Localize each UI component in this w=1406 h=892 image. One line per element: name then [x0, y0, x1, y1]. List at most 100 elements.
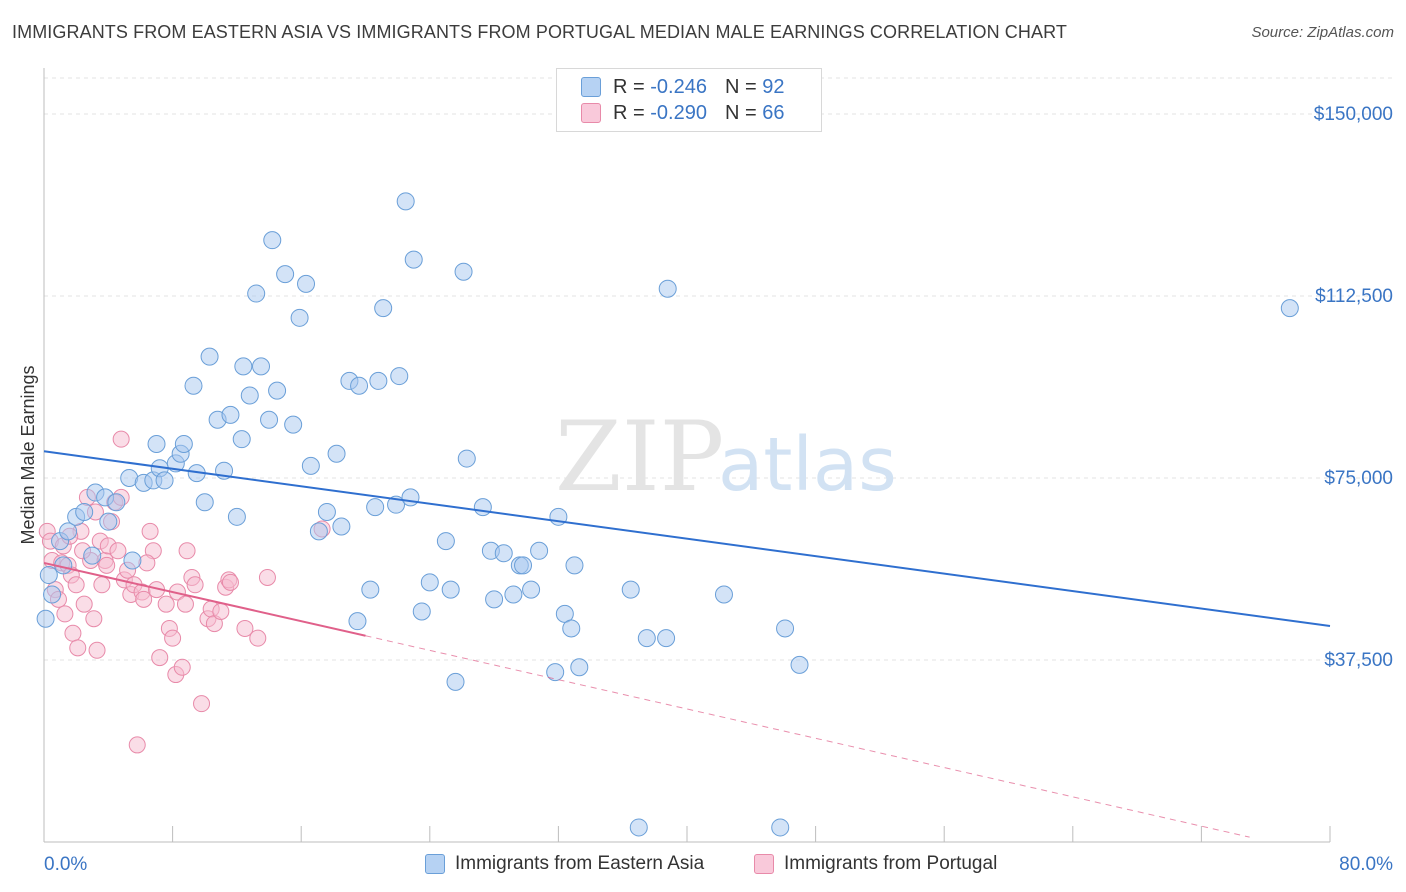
data-point-portugal: [186, 576, 204, 594]
legend-swatch-blue: [581, 77, 601, 97]
data-point-eastern-asia: [221, 405, 240, 424]
data-point-eastern-asia: [107, 493, 126, 512]
legend-row-eastern-asia: R = -0.246 N = 92: [581, 75, 784, 99]
data-point-eastern-asia: [155, 471, 174, 490]
bottom-legend-portugal: Immigrants from Portugal: [754, 852, 997, 876]
data-point-eastern-asia: [260, 410, 279, 429]
legend-r-value: -0.246: [650, 75, 707, 98]
data-point-eastern-asia: [629, 818, 648, 837]
data-point-eastern-asia: [374, 299, 393, 318]
data-point-eastern-asia: [457, 449, 476, 468]
data-point-eastern-asia: [714, 585, 733, 604]
data-point-portugal: [112, 430, 130, 448]
axis-labels: $37,500 $75,000 $112,500 $150,000 0.0% 80.0% M…: [18, 104, 1393, 875]
data-point-portugal: [173, 658, 191, 676]
data-point-eastern-asia: [247, 284, 266, 303]
data-point-eastern-asia: [404, 250, 423, 269]
data-point-portugal: [212, 602, 230, 620]
legend-n-value: 66: [762, 101, 785, 124]
data-point-eastern-asia: [412, 602, 431, 621]
data-point-eastern-asia: [446, 672, 465, 691]
data-point-eastern-asia: [227, 507, 246, 526]
data-point-portugal: [128, 736, 146, 754]
x-tick-label-min: 0.0%: [44, 854, 87, 875]
y-tick-label: $75,000: [1324, 468, 1393, 489]
legend-n-label: N =: [724, 75, 757, 98]
y-tick-label: $150,000: [1314, 104, 1393, 125]
trend-line-eastern-asia: [43, 450, 1331, 628]
bottom-legend-label: Immigrants from Eastern Asia: [455, 853, 705, 874]
chart-source: Source: ZipAtlas.com: [1251, 24, 1394, 41]
data-point-eastern-asia: [441, 580, 460, 599]
data-point-portugal: [141, 522, 159, 540]
y-tick-label: $112,500: [1315, 286, 1393, 307]
data-point-eastern-asia: [473, 498, 492, 517]
data-point-eastern-asia: [396, 192, 415, 211]
data-point-eastern-asia: [309, 522, 328, 541]
watermark-zip: ZIP: [555, 401, 724, 513]
data-point-portugal: [56, 605, 74, 623]
legend-n-value: 92: [762, 75, 785, 98]
data-point-portugal: [138, 554, 156, 572]
data-point-eastern-asia: [771, 818, 790, 837]
data-point-eastern-asia: [184, 376, 203, 395]
data-point-eastern-asia: [147, 435, 166, 454]
chart-title: IMMIGRANTS FROM EASTERN ASIA VS IMMIGRAN…: [12, 22, 1067, 42]
data-point-eastern-asia: [776, 619, 795, 638]
data-point-portugal: [88, 641, 106, 659]
watermark: ZIP atlas: [555, 401, 897, 513]
legend-r-value: -0.290: [650, 101, 707, 124]
data-point-portugal: [69, 639, 87, 657]
y-axis-label: Median Male Earnings: [18, 365, 38, 544]
data-point-eastern-asia: [195, 493, 214, 512]
data-point-eastern-asia: [530, 541, 549, 560]
data-point-eastern-asia: [485, 590, 504, 609]
data-point-portugal: [176, 595, 194, 613]
axes: [43, 68, 1331, 843]
data-point-portugal: [151, 649, 169, 667]
data-point-eastern-asia: [390, 367, 409, 386]
legend-r-label: R =: [613, 101, 645, 124]
trend-line-portugal: [43, 561, 366, 637]
data-point-eastern-asia: [232, 430, 251, 449]
data-point-eastern-asia: [123, 551, 142, 570]
data-point-portugal: [236, 619, 254, 637]
data-point-eastern-asia: [562, 619, 581, 638]
data-point-portugal: [249, 629, 267, 647]
data-point-eastern-asia: [494, 544, 513, 563]
y-tick-label: $37,500: [1324, 650, 1393, 671]
bottom-legend-eastern-asia: Immigrants from Eastern Asia: [425, 852, 704, 876]
data-point-eastern-asia: [301, 456, 320, 475]
series-eastern-asia-points: [36, 192, 1299, 837]
data-point-eastern-asia: [39, 566, 58, 585]
data-point-eastern-asia: [268, 381, 287, 400]
data-point-eastern-asia: [75, 502, 94, 521]
data-point-portugal: [164, 629, 182, 647]
data-point-eastern-asia: [290, 308, 309, 327]
data-point-portugal: [221, 573, 239, 591]
data-point-portugal: [67, 576, 85, 594]
data-point-portugal: [98, 556, 116, 574]
data-point-eastern-asia: [621, 580, 640, 599]
bottom-legend-label: Immigrants from Portugal: [784, 853, 998, 874]
data-point-eastern-asia: [83, 546, 102, 565]
data-point-eastern-asia: [369, 371, 388, 390]
data-point-eastern-asia: [366, 498, 385, 517]
data-point-eastern-asia: [658, 279, 677, 298]
data-point-portugal: [64, 624, 82, 642]
data-point-eastern-asia: [263, 231, 282, 250]
legend-r-label: R =: [613, 75, 645, 98]
data-point-eastern-asia: [570, 658, 589, 677]
data-point-eastern-asia: [436, 532, 455, 551]
data-point-eastern-asia: [522, 580, 541, 599]
data-point-eastern-asia: [420, 573, 439, 592]
data-point-portugal: [258, 568, 276, 586]
data-point-portugal: [75, 595, 93, 613]
x-tick-label-max: 80.0%: [1339, 854, 1393, 875]
data-point-eastern-asia: [36, 609, 55, 628]
legend-row-portugal: R = -0.290 N = 66: [581, 101, 784, 125]
data-point-portugal: [193, 695, 211, 713]
watermark-atlas: atlas: [718, 422, 897, 508]
data-point-eastern-asia: [332, 517, 351, 536]
data-point-eastern-asia: [252, 357, 271, 376]
